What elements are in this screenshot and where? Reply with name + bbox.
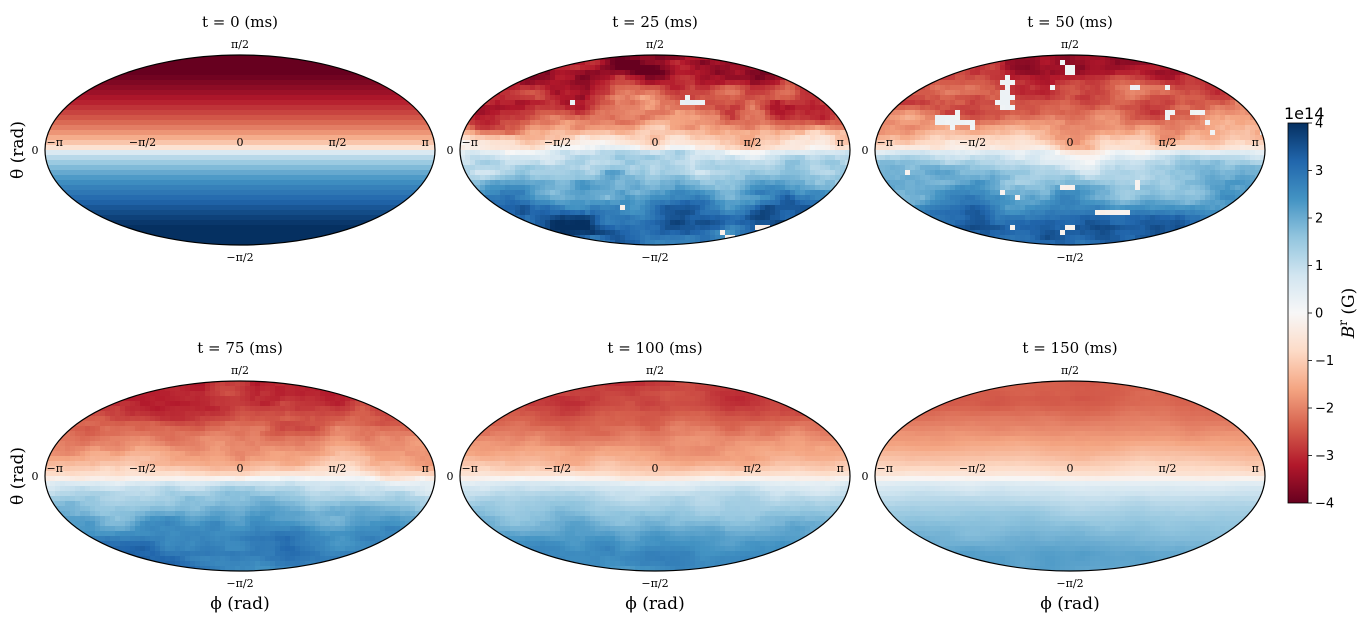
colorbar-tick-label: −1 [1315,354,1334,369]
y-axis-label: θ (rad) [8,121,28,179]
lat-tick-zero: 0 [862,470,869,483]
y-axis-label: θ (rad) [8,447,28,505]
map-outline [44,380,436,572]
lon-tick: −π/2 [544,136,571,149]
lon-tick: π [1252,136,1259,149]
panel-title: t = 50 (ms) [1027,13,1113,31]
colorbar-scale-label: 1e14 [1284,104,1324,123]
lat-tick-bottom: −π/2 [1056,251,1083,264]
lon-tick: π/2 [1159,462,1177,475]
x-axis-label: ϕ (rad) [625,594,684,614]
panel-title: t = 150 (ms) [1022,339,1117,357]
field-map [875,55,1265,245]
lon-tick: −π [877,462,893,475]
lat-tick-zero: 0 [32,144,39,157]
lat-tick-top: π/2 [1061,38,1079,51]
colorbar-tick-label: −3 [1315,449,1334,464]
lat-tick-bottom: −π/2 [641,251,668,264]
colorbar-tick-label: −4 [1315,497,1334,512]
lat-tick-top: π/2 [646,364,664,377]
lon-tick: 0 [652,136,659,149]
lat-tick-top: π/2 [646,38,664,51]
lon-tick: π/2 [744,462,762,475]
colorbar-tick-label: 3 [1315,164,1323,179]
lon-tick: π/2 [1159,136,1177,149]
colorbar-tick-label: 0 [1315,307,1323,322]
lon-tick: −π [877,136,893,149]
lat-tick-bottom: −π/2 [226,251,253,264]
panel-150ms: t = 150 (ms) π/2 −π/2 0 −π −π/2 0 π/2 π ϕ (rad) [862,339,1266,614]
lon-tick: −π [47,462,63,475]
map-outline [44,54,436,246]
colorbar-tick-label: 2 [1315,212,1323,227]
lon-tick: π/2 [329,462,347,475]
panel-0ms: t = 0 (ms) π/2 −π/2 0 −π −π/2 0 π/2 π θ (rad) [8,13,436,264]
lat-tick-top: π/2 [231,364,249,377]
lon-tick: 0 [1067,462,1074,475]
map-outline [874,54,1266,246]
lon-tick: π [422,462,429,475]
panel-100ms: t = 100 (ms) π/2 −π/2 0 −π −π/2 0 π/2 π ϕ (rad) [447,339,851,614]
lon-tick: 0 [237,462,244,475]
lon-tick: π/2 [744,136,762,149]
lon-tick: π [837,462,844,475]
panel-25ms: t = 25 (ms) π/2 −π/2 0 −π −π/2 0 π/2 π [447,13,851,264]
lon-tick: 0 [1067,136,1074,149]
lon-tick: −π/2 [129,462,156,475]
x-axis-label: ϕ (rad) [1040,594,1099,614]
map-outline [459,380,851,572]
lat-tick-bottom: −π/2 [641,577,668,590]
lon-tick: −π [47,136,63,149]
lon-tick: π [422,136,429,149]
lat-tick-zero: 0 [447,144,454,157]
lat-tick-zero: 0 [32,470,39,483]
colorbar-tick-label: 1 [1315,259,1323,274]
panel-title: t = 75 (ms) [197,339,283,357]
lon-tick: π [837,136,844,149]
lon-tick: −π/2 [129,136,156,149]
panel-title: t = 100 (ms) [607,339,702,357]
lat-tick-bottom: −π/2 [226,577,253,590]
map-outline [459,54,851,246]
lon-tick: −π/2 [959,136,986,149]
colorbar-gradient [1287,122,1309,504]
lon-tick: π/2 [329,136,347,149]
colorbar: 4 3 2 1 0 −1 −2 −3 −4 1e14 Br (G) [1284,104,1359,512]
panel-75ms: t = 75 (ms) π/2 −π/2 0 −π −π/2 0 π/2 π θ (rad) ϕ (… [8,339,436,614]
panel-title: t = 0 (ms) [202,13,278,31]
colorbar-tick-label: 4 [1315,117,1323,132]
lon-tick: −π [462,462,478,475]
lon-tick: 0 [237,136,244,149]
lat-tick-top: π/2 [231,38,249,51]
lat-tick-top: π/2 [1061,364,1079,377]
colorbar-tick-label: −2 [1315,402,1334,417]
lon-tick: −π/2 [959,462,986,475]
x-axis-label: ϕ (rad) [210,594,269,614]
field-map [460,381,850,571]
lat-tick-zero: 0 [447,470,454,483]
lat-tick-bottom: −π/2 [1056,577,1083,590]
lon-tick: −π/2 [544,462,571,475]
lon-tick: 0 [652,462,659,475]
colorbar-label: Br (G) [1336,288,1359,340]
panel-50ms: t = 50 (ms) π/2 −π/2 0 −π −π/2 0 π/2 π [862,13,1266,264]
lat-tick-zero: 0 [862,144,869,157]
panel-title: t = 25 (ms) [612,13,698,31]
lon-tick: π [1252,462,1259,475]
lon-tick: −π [462,136,478,149]
map-outline [874,380,1266,572]
